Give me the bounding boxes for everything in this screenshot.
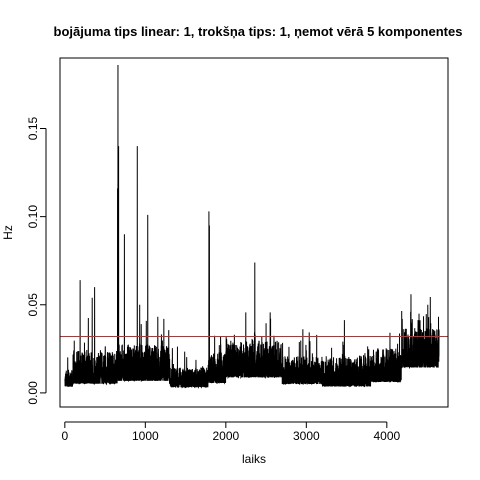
x-axis-label: laiks xyxy=(242,452,266,466)
x-tick-label: 2000 xyxy=(212,429,239,443)
series-line xyxy=(65,65,439,387)
x-tick-label: 0 xyxy=(61,429,68,443)
x-tick-label: 1000 xyxy=(132,429,159,443)
y-axis-label: Hz xyxy=(1,225,15,240)
y-tick-label: 0.00 xyxy=(26,381,40,405)
y-tick-label: 0.05 xyxy=(26,293,40,317)
chart-title: bojājuma tips linear: 1, trokšņa tips: 1… xyxy=(54,24,463,39)
axes-layer: 0 1000 2000 3000 4000 0.00 0.05 0.10 0.15 xyxy=(26,58,448,443)
data-layer xyxy=(60,65,448,387)
x-tick-label: 4000 xyxy=(373,429,400,443)
y-tick-label: 0.10 xyxy=(26,205,40,229)
y-tick-label: 0.15 xyxy=(26,117,40,141)
x-tick-label: 3000 xyxy=(293,429,320,443)
